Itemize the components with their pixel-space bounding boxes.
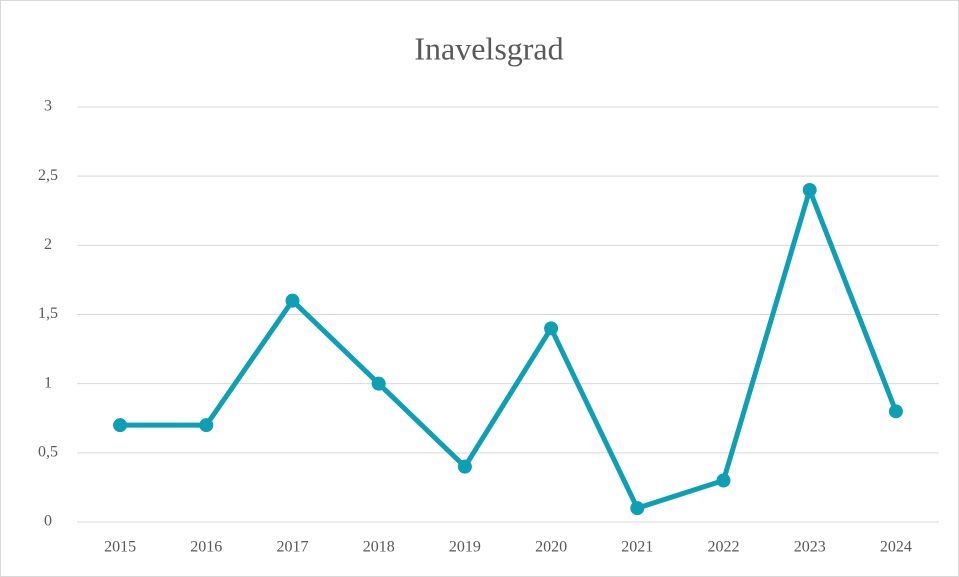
x-tick-label: 2023 — [794, 539, 826, 556]
y-tick-label: 1 — [44, 374, 52, 391]
x-tick-label: 2017 — [277, 539, 309, 556]
data-point — [630, 501, 645, 516]
data-point — [544, 321, 559, 336]
y-tick-label: 0 — [44, 513, 52, 530]
x-tick-label: 2015 — [104, 539, 136, 556]
chart-title: Inavelsgrad — [414, 30, 563, 66]
x-tick-label: 2024 — [880, 539, 912, 556]
data-point — [199, 418, 214, 433]
y-tick-label: 1,5 — [38, 305, 58, 322]
y-tick-label: 3 — [44, 98, 52, 115]
y-tick-label: 0,5 — [38, 444, 58, 461]
data-point — [802, 183, 817, 197]
y-tick-label: 2,5 — [38, 167, 58, 184]
x-tick-label: 2020 — [535, 539, 567, 556]
x-tick-label: 2016 — [190, 539, 222, 556]
data-point — [716, 473, 731, 488]
y-tick-label: 2 — [44, 236, 52, 253]
data-point — [113, 418, 128, 433]
x-tick-label: 2019 — [449, 539, 481, 556]
data-line — [120, 187, 899, 511]
x-tick-label: 2022 — [708, 539, 740, 556]
x-tick-label: 2021 — [621, 539, 653, 556]
data-point — [285, 293, 300, 308]
data-point — [888, 404, 903, 419]
data-point — [457, 459, 472, 474]
data-point — [371, 376, 386, 391]
x-tick-label: 2018 — [363, 539, 395, 556]
